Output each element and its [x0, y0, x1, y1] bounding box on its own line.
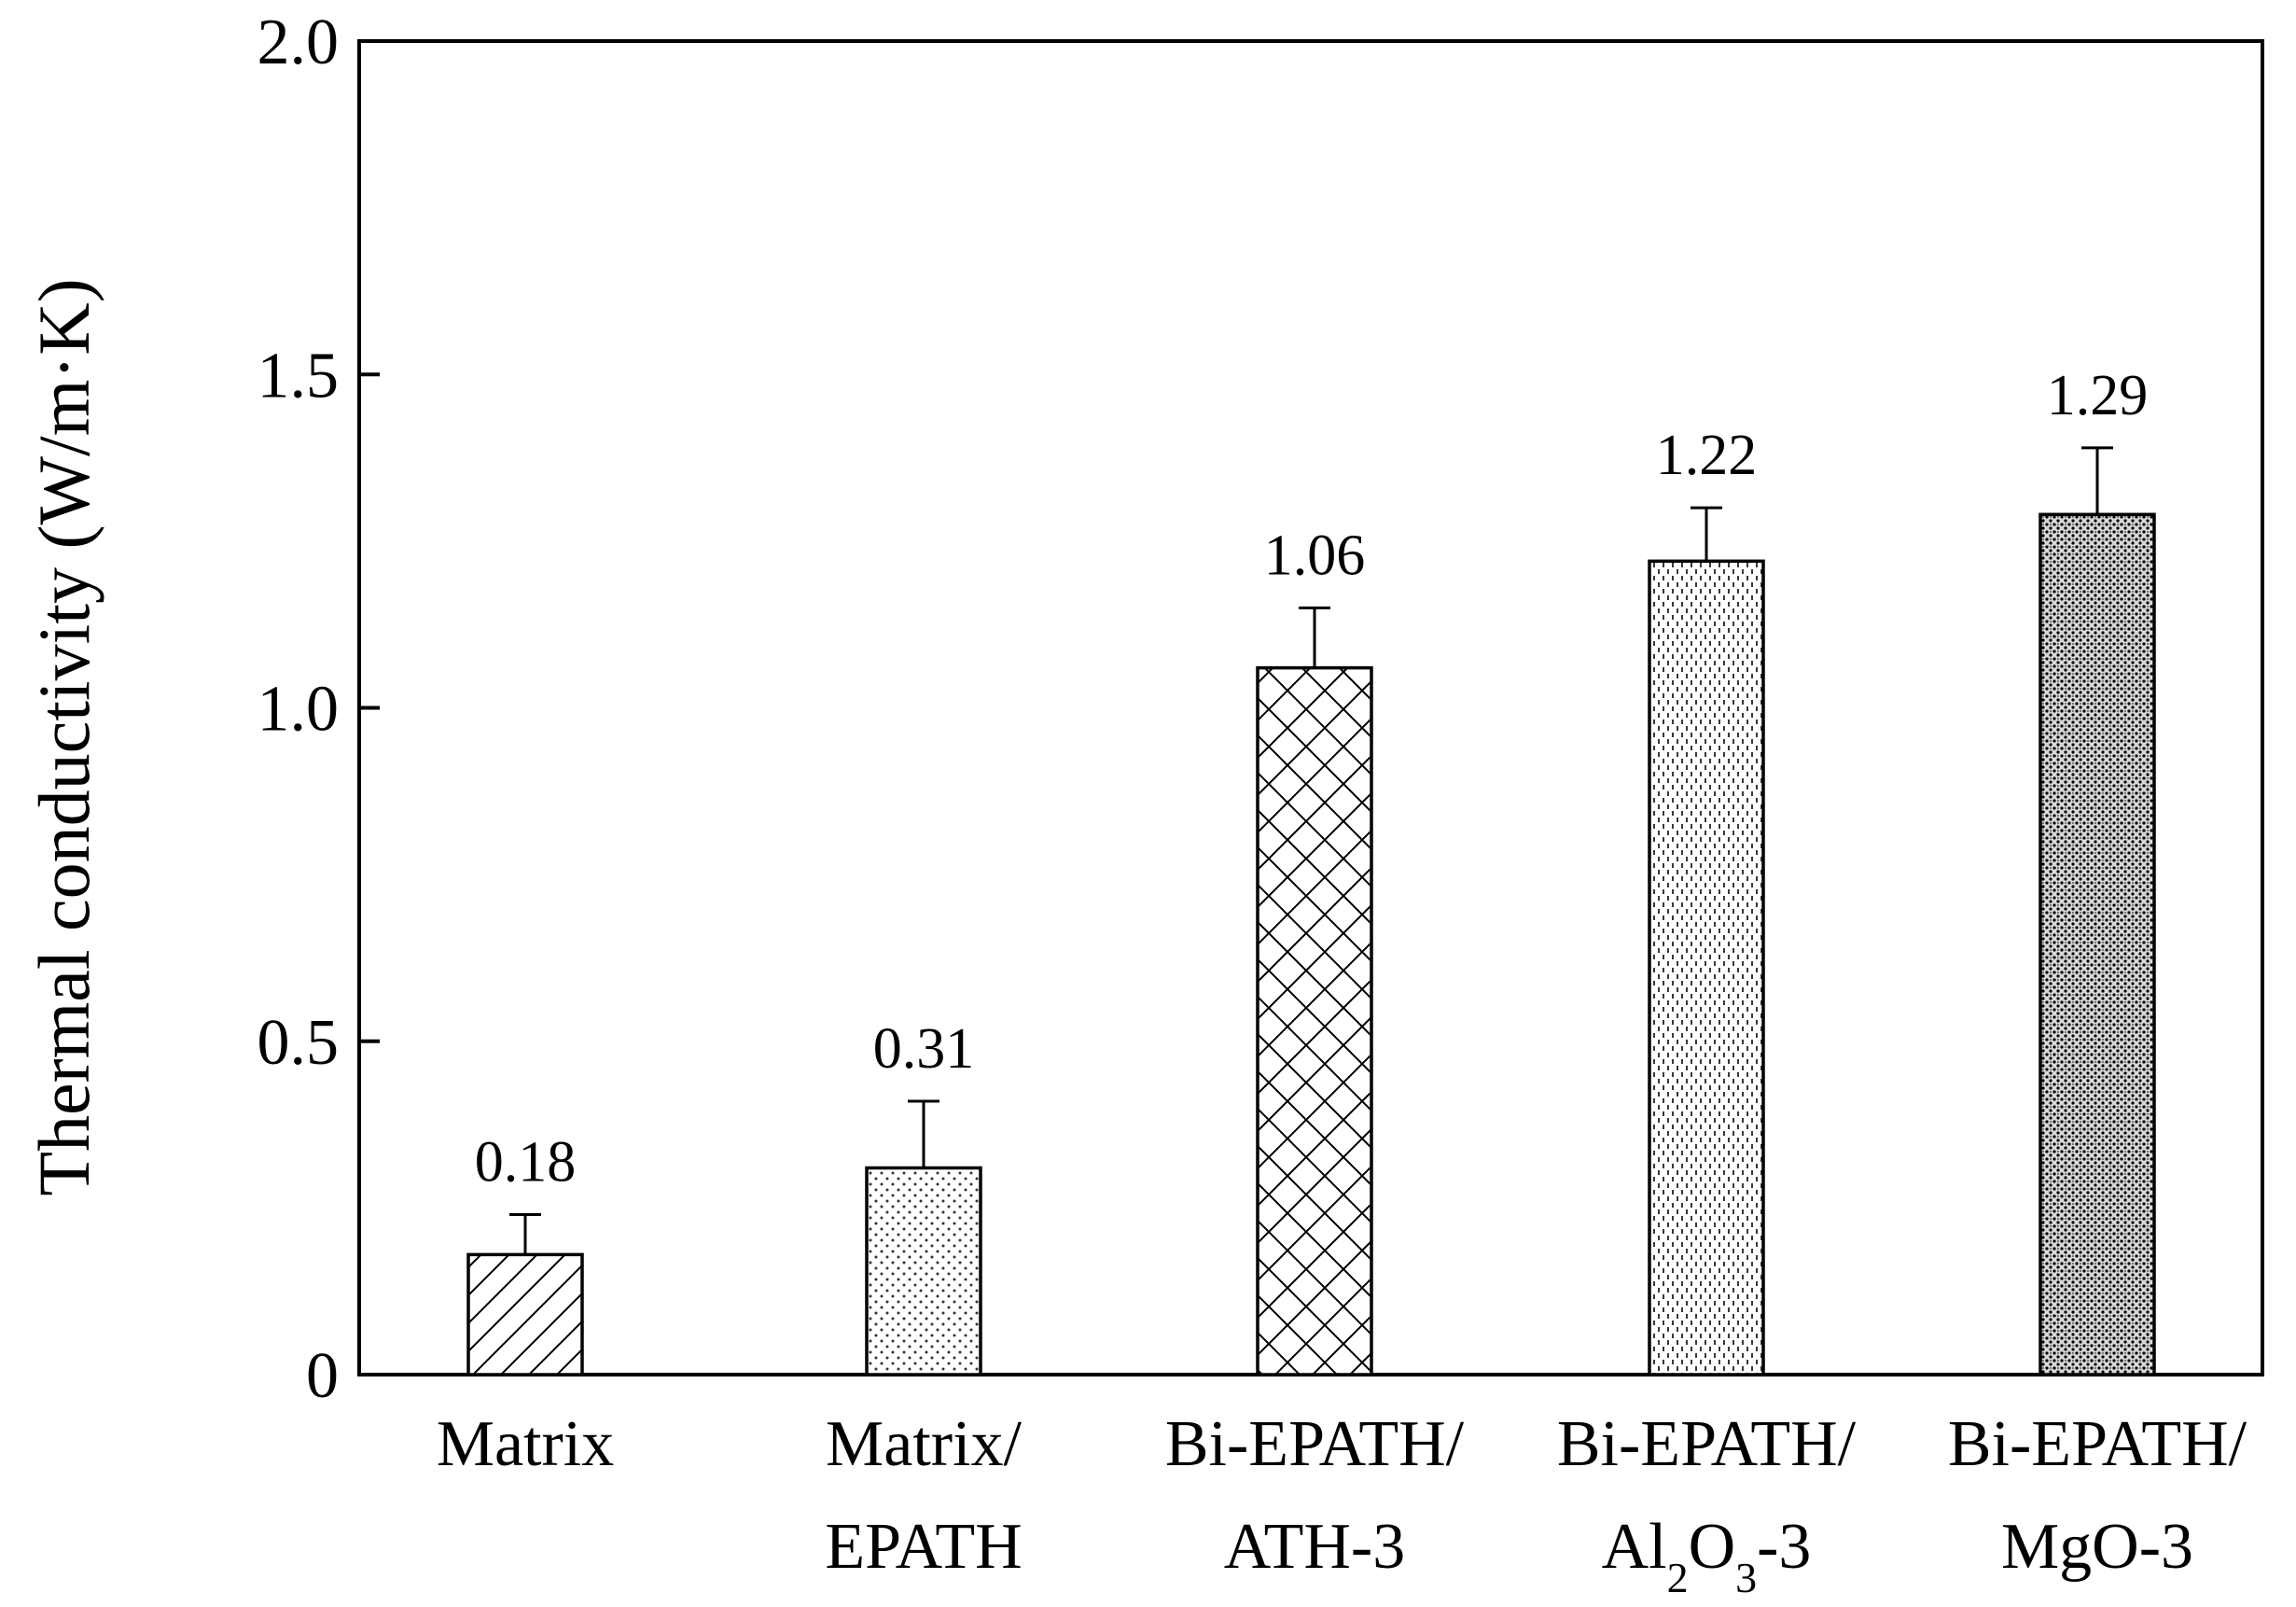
- x-category-label: Matrix/: [826, 1408, 1023, 1480]
- x-category-label: Matrix: [437, 1408, 615, 1480]
- data-label: 0.31: [873, 1017, 975, 1081]
- bar: [1648, 559, 1765, 1376]
- y-tick-label: 2.0: [257, 7, 340, 78]
- bars-group: 0.18 0.31 1.06 1.22 1.29: [466, 364, 2156, 1376]
- y-axis-title: Thermal conductivity (W/m·K): [23, 278, 104, 1195]
- bar: [466, 1252, 584, 1376]
- x-axis-categories: Matrix Matrix/EPATH Bi-EPATH/ATH-3 Bi-EPATH…: [437, 1408, 2247, 1601]
- y-tick-label: 1.5: [257, 340, 340, 412]
- data-label: 1.29: [2047, 364, 2149, 427]
- y-tick-label: 1.0: [257, 674, 340, 746]
- x-category-label: MgO-3: [2001, 1511, 2193, 1583]
- data-label: 1.22: [1656, 424, 1758, 487]
- x-category-label: Bi-EPATH/: [1557, 1408, 1857, 1480]
- data-label: 0.18: [475, 1131, 577, 1195]
- x-category-label: Bi-EPATH/: [1165, 1408, 1465, 1480]
- bar: [865, 1166, 982, 1376]
- bar: [2039, 512, 2156, 1376]
- x-category-label: EPATH: [825, 1511, 1022, 1583]
- data-label: 1.06: [1264, 524, 1366, 587]
- x-category-label: Al2O3-3: [1602, 1511, 1812, 1601]
- y-tick-label: 0: [306, 1340, 339, 1412]
- x-category-label: Bi-EPATH/: [1948, 1408, 2247, 1480]
- bar: [1256, 665, 1373, 1376]
- x-category-label: ATH-3: [1224, 1511, 1405, 1583]
- y-axis-ticks: 0 0.5 1.0 1.5 2.0: [257, 7, 380, 1412]
- y-tick-label: 0.5: [257, 1007, 340, 1079]
